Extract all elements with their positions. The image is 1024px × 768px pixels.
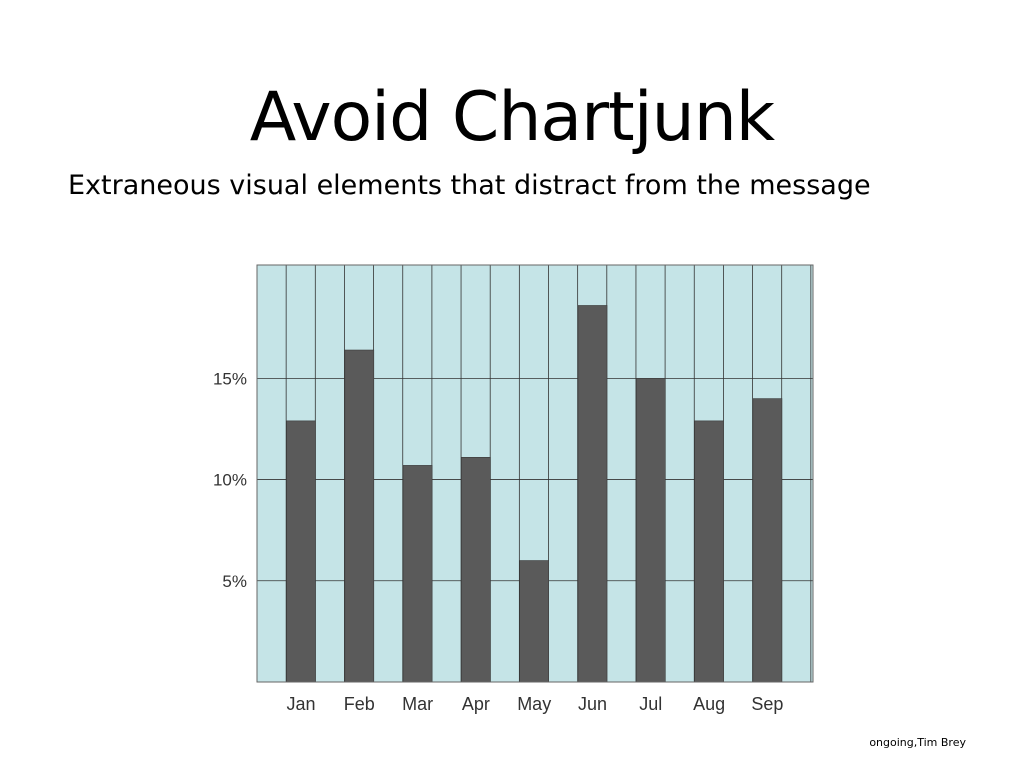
x-tick-label: May [517,694,551,714]
bar-mar [402,465,433,683]
bar-may [519,560,550,683]
y-tick-labels: 5% 10% 15% [213,369,247,590]
bars [286,305,783,683]
bar-jun [577,305,608,683]
bar-aug [694,420,724,683]
y-tick-label: 15% [213,369,247,388]
bar-sep [752,398,783,683]
x-tick-label: Apr [462,694,490,714]
slide-subtitle: Extraneous visual elements that distract… [68,170,871,201]
bar-feb [344,349,375,683]
y-tick-label: 10% [213,471,247,490]
x-tick-label: Aug [693,694,725,714]
x-tick-label: Feb [344,694,375,714]
x-tick-label: Jan [286,694,315,714]
x-tick-labels: Jan Feb Mar Apr May Jun Jul Aug Sep [286,694,783,714]
x-tick-label: Jul [639,694,662,714]
x-tick-label: Sep [751,694,783,714]
slide-title: Avoid Chartjunk [249,78,775,157]
x-tick-label: Mar [402,694,433,714]
plot-frame [256,264,814,683]
bar-jan [286,420,316,683]
y-tick-label: 5% [222,572,247,591]
credit-text: ongoing,Tim Brey [869,736,966,749]
bar-jul [635,378,666,683]
bar-apr [461,457,491,683]
x-tick-label: Jun [578,694,607,714]
